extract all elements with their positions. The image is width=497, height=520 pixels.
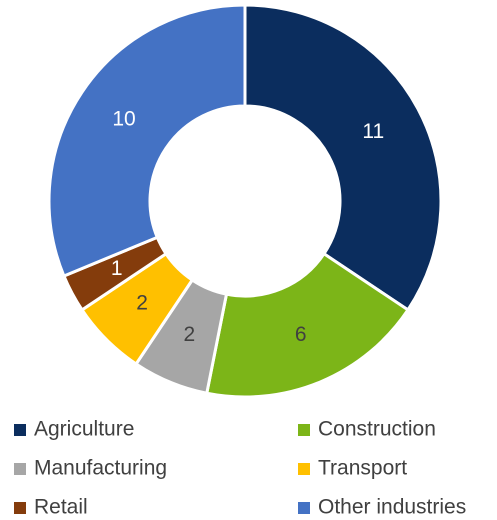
legend-swatch (298, 463, 310, 475)
legend-swatch (298, 502, 310, 514)
donut-slice (204, 251, 411, 399)
legend-swatch (298, 424, 310, 436)
legend-label: Manufacturing (34, 457, 167, 480)
legend-swatch (14, 424, 26, 436)
data-label: 10 (112, 108, 135, 131)
data-label: 1 (111, 257, 123, 280)
data-label: 11 (362, 120, 384, 143)
legend-swatch (14, 463, 26, 475)
legend-label: Transport (318, 457, 407, 480)
donut-slice (243, 3, 443, 312)
legend-label: Retail (34, 496, 88, 519)
data-label: 2 (136, 291, 148, 314)
donut-slice (47, 3, 247, 278)
legend-label: Agriculture (34, 418, 134, 441)
data-label: 2 (183, 323, 195, 346)
legend-swatch (14, 502, 26, 514)
data-label: 6 (295, 323, 307, 346)
legend-label: Construction (318, 418, 436, 441)
legend-label: Other industries (318, 496, 466, 519)
